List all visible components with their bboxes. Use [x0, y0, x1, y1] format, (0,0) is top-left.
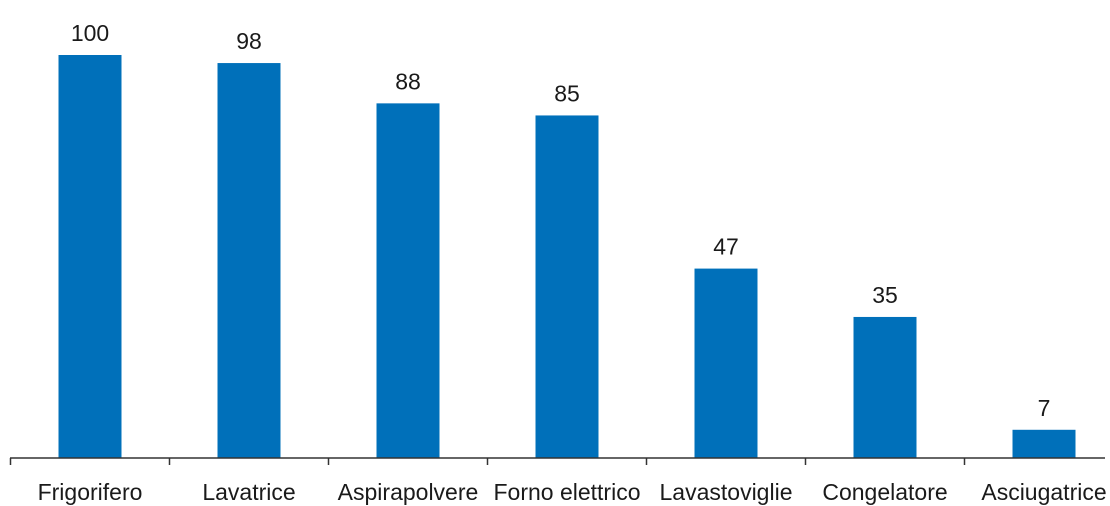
x-tick-label: Congelatore — [822, 479, 947, 505]
bars-group — [58, 55, 1076, 459]
x-tick-label: Lavastoviglie — [660, 479, 793, 505]
data-label: 85 — [554, 80, 580, 106]
bar-lavatrice — [217, 63, 281, 459]
data-label: 100 — [71, 20, 109, 46]
x-tick-label: Aspirapolvere — [338, 479, 479, 505]
bar-frigorifero — [58, 55, 122, 458]
data-label: 35 — [872, 282, 898, 308]
bar-lavastoviglie — [694, 268, 758, 458]
x-tick-label: Asciugatrice — [981, 479, 1106, 505]
bar-aspirapolvere — [376, 103, 440, 459]
x-axis: Frigorifero Lavatrice Aspirapolvere Forno e… — [9, 457, 1107, 505]
bar-asciugatrice — [1012, 429, 1076, 458]
bar-congelatore — [853, 316, 917, 458]
x-tick-label: Forno elettrico — [493, 479, 640, 505]
data-label: 47 — [713, 234, 739, 260]
data-label: 7 — [1038, 395, 1051, 421]
x-tick-label: Lavatrice — [202, 479, 295, 505]
data-labels-group: 100 98 88 85 47 35 7 — [71, 20, 1051, 421]
data-label: 88 — [395, 68, 421, 94]
x-tick-label: Frigorifero — [38, 479, 143, 505]
data-label: 98 — [236, 28, 262, 54]
bar-forno-elettrico — [535, 115, 599, 458]
